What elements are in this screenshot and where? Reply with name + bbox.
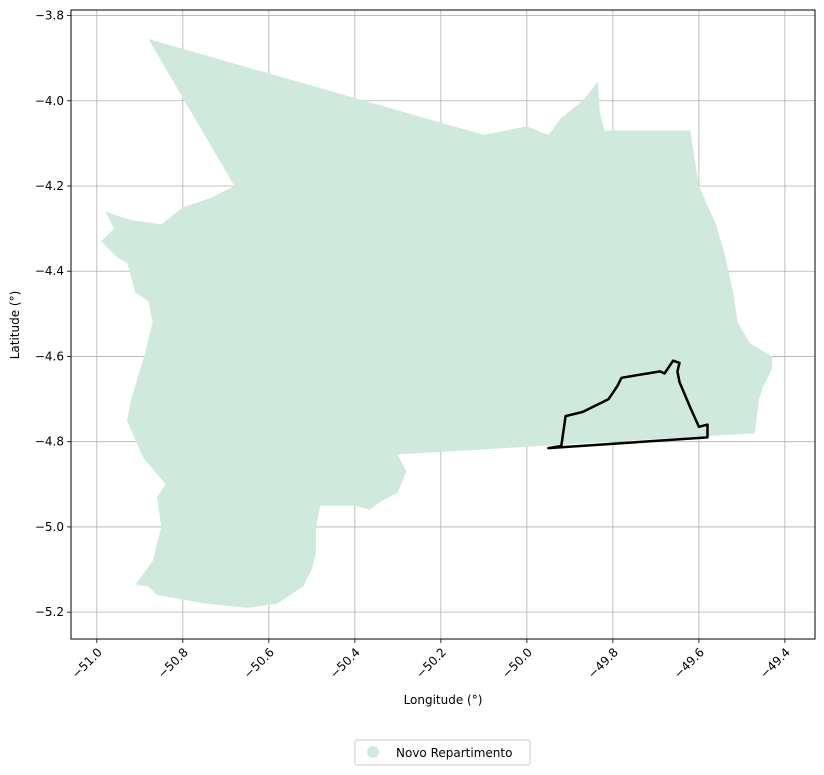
y-axis-label: Latitude (°) <box>8 291 22 360</box>
y-axis-ticks: −3.8 −4.0 −4.2 −4.4 −4.6 −4.8 −5.0 −5.2 <box>35 9 71 619</box>
y-tick-label: −3.8 <box>35 9 64 23</box>
legend: Novo Repartimento <box>354 739 531 766</box>
plot-frame <box>70 9 816 640</box>
y-tick-label: −5.2 <box>35 605 64 619</box>
y-tick-label: −4.2 <box>35 179 64 193</box>
y-tick-label: −5.0 <box>35 520 64 534</box>
outlined-area <box>547 359 709 450</box>
y-tick-label: −4.6 <box>35 349 64 363</box>
x-axis-label: Longitude (°) <box>404 693 483 707</box>
y-tick-label: −4.8 <box>35 435 64 449</box>
legend-box <box>354 739 531 766</box>
legend-label: Novo Repartimento <box>396 746 512 760</box>
legend-marker <box>367 746 379 758</box>
y-tick-label: −4.0 <box>35 94 64 108</box>
y-tick-label: −4.4 <box>35 264 64 278</box>
municipality-region <box>101 39 773 608</box>
